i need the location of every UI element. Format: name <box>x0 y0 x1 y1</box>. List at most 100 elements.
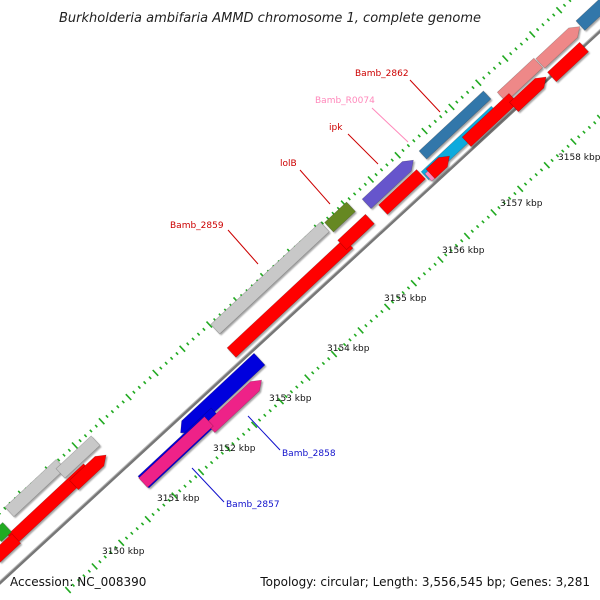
gene-blue-a[interactable] <box>175 352 266 438</box>
cds-left-c[interactable] <box>0 533 22 563</box>
lower-scale-tick <box>257 418 262 422</box>
lower-scale-tick <box>167 498 171 503</box>
lower-scale-tick <box>209 460 214 465</box>
upper-scale-tick <box>105 414 109 419</box>
upper-scale-tick <box>535 27 540 32</box>
upper-scale-tick <box>116 405 120 409</box>
lower-scale-tick <box>247 427 251 432</box>
gene-steel-edge[interactable] <box>575 0 600 31</box>
lower-scale-tick <box>422 272 427 276</box>
upper-scale-tick <box>0 512 2 515</box>
upper-scale-tick <box>132 390 136 394</box>
gene-label-bamb-2859[interactable]: Bamb_2859 <box>170 221 224 231</box>
upper-scale-tick <box>394 151 401 159</box>
upper-scale-tick <box>121 400 125 404</box>
upper-scale-tick <box>498 61 502 66</box>
upper-scale-tick <box>159 366 163 370</box>
accession-text: Accession: NC_008390 <box>10 575 146 589</box>
lower-scale-tick <box>87 569 91 573</box>
upper-scale-tick <box>433 119 437 124</box>
lower-scale-tick <box>481 220 485 224</box>
lower-scale-tick <box>357 326 364 334</box>
upper-scale-tick <box>89 429 93 433</box>
gene-label-lolb[interactable]: lolB <box>280 159 297 169</box>
upper-scale-tick <box>460 95 464 99</box>
upper-scale-tick <box>475 79 482 87</box>
lower-scale-tick <box>135 526 139 531</box>
upper-scale-tick <box>439 114 443 119</box>
cds-long[interactable] <box>226 238 354 358</box>
cds-e[interactable] <box>461 92 519 148</box>
lower-scale-tick <box>593 121 597 125</box>
upper-scale-tick <box>406 143 411 148</box>
lower-scale-tick <box>417 276 421 281</box>
gene-green-edge[interactable] <box>0 522 12 542</box>
upper-scale-tick <box>374 172 378 177</box>
scale-label-3150: 3150 kbp <box>102 547 145 557</box>
lower-scale-tick <box>64 586 72 594</box>
lower-scale-tick <box>188 479 193 484</box>
cds-g[interactable] <box>547 41 589 83</box>
upper-scale-tick <box>528 30 536 38</box>
upper-scale-tick <box>519 42 524 46</box>
gene-gray-left-a[interactable] <box>4 458 66 518</box>
scale-label-3155: 3155 kbp <box>384 294 427 304</box>
lower-scale-tick <box>566 144 570 149</box>
gene-ipk[interactable] <box>361 155 418 210</box>
upper-scale-tick <box>62 453 66 457</box>
upper-scale-tick <box>205 321 213 329</box>
scale-label-3153: 3153 kbp <box>269 394 312 404</box>
gene-bamb-2858[interactable] <box>205 375 266 434</box>
upper-scale-tick <box>78 438 82 443</box>
lower-scale-tick <box>316 366 320 370</box>
lower-scale-tick <box>183 484 187 488</box>
cds-f[interactable] <box>509 72 550 113</box>
lower-scale-tick <box>529 177 533 182</box>
upper-scale-tick <box>471 85 475 90</box>
gene-gray-left-b[interactable] <box>55 435 101 479</box>
lower-scale-tick <box>348 338 352 342</box>
lower-scale-tick <box>330 350 338 358</box>
upper-scale-tick <box>417 134 421 138</box>
gene-label-bamb-2857[interactable]: Bamb_2857 <box>226 500 280 510</box>
callout-bamb-2857 <box>191 467 225 503</box>
map-title: Burkholderia ambifaria AMMD chromosome 1… <box>59 11 481 26</box>
upper-scale-tick <box>71 441 79 449</box>
lower-scale-tick <box>91 562 98 570</box>
gene-bamb-2859[interactable] <box>210 221 330 335</box>
cds-c[interactable] <box>378 169 426 215</box>
gene-label-bamb-r0074[interactable]: Bamb_R0074 <box>315 96 375 106</box>
gene-label-ipk[interactable]: ipk <box>329 123 343 133</box>
upper-scale-tick <box>125 393 132 401</box>
lower-scale-tick <box>82 574 86 578</box>
lower-scale-tick <box>224 444 231 452</box>
upper-scale-tick <box>179 345 186 353</box>
gene-salmon-b[interactable] <box>535 22 584 69</box>
gene-label-bamb-2858[interactable]: Bamb_2858 <box>282 449 336 459</box>
lower-scale-tick <box>231 441 235 446</box>
lower-scale-tick <box>502 201 506 205</box>
lower-scale-tick <box>463 232 471 240</box>
cds-left-b[interactable] <box>69 450 110 491</box>
lower-scale-tick <box>327 357 331 361</box>
gene-bamb-2862[interactable] <box>418 90 492 160</box>
lower-scale-tick <box>250 421 258 429</box>
scale-label-3158: 3158 kbp <box>558 153 600 163</box>
upper-scale-tick <box>347 197 351 201</box>
gene-label-bamb-2862[interactable]: Bamb_2862 <box>355 69 409 79</box>
upper-scale-tick <box>385 163 389 167</box>
cds-d[interactable] <box>425 151 454 180</box>
cds-b[interactable] <box>337 213 375 251</box>
gene-lolb[interactable] <box>324 201 356 233</box>
lower-scale-tick <box>140 522 145 526</box>
upper-scale-tick <box>455 100 459 104</box>
lower-scale-tick <box>475 224 480 229</box>
upper-scale-tick <box>444 110 448 114</box>
lower-scale-tick <box>197 468 205 476</box>
upper-scale-tick <box>143 380 147 385</box>
upper-scale-tick <box>202 327 206 332</box>
upper-scale-tick <box>501 55 509 63</box>
upper-scale-tick <box>428 124 432 128</box>
gene-bamb-2857[interactable] <box>138 416 214 488</box>
